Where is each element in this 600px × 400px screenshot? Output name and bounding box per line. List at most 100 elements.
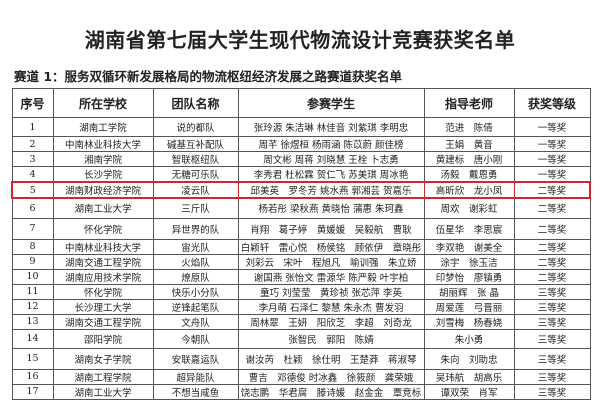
table-row: 6 湖南工业大学 三斤队 杨若彤 梁秋燕 黄晓怡 蒲惠 朱珂鑫 周欢 谢彩虹 二等奖 [11,197,591,219]
award-level-cell: 三等奖 [513,328,591,349]
advisors-cell: 朱小勇 [423,328,515,349]
students-cell: 周林翠 王妍 阳欣芝 李超 刘奇龙 [237,313,425,330]
team-name-cell: 不想当咸鱼 [152,383,239,400]
advisors-cell: 李双艳 谢美全 [423,238,515,255]
team-name-cell: 今朝队 [152,328,239,349]
school-cell: 怀化学院 [52,217,154,240]
row-index-cell: 12 [11,298,54,315]
award-level-cell: 三等奖 [513,298,591,315]
students-cell: 肖翔 葛子婷 黄媛媛 吴毅航 曹耿 [237,217,425,240]
students-cell: 周文彬 周蒋 刘晓慧 王栓 卜志勇 [237,151,425,167]
school-cell: 湖南工业大学 [52,197,154,219]
students-cell: 邱美英 罗冬芳 姚水燕 郭湘芸 贺嘉乐 [237,181,425,199]
team-name-cell: 凌云队 [152,181,239,199]
advisors-cell: 高昕欣 龙小凤 [423,181,515,199]
team-name-cell: 逆锋起笔队 [152,298,239,315]
award-table: 序号 所在学校 团队名称 参赛学生 指导老师 获奖等级 1 湖南工学院 说的都队 张玲… [11,88,591,400]
advisors-cell: 王娟 黄音 [423,136,515,152]
team-name-cell: 碱基互补配队 [152,136,239,152]
advisors-cell: 周爱莲 弓晋丽 [423,298,515,315]
row-index-cell: 8 [11,238,54,255]
advisors-cell: 范进 陈倩 [423,117,515,137]
award-level-cell: 三等奖 [513,283,591,300]
header-award: 获奖等级 [513,88,591,118]
school-cell: 湖南工学院 [52,117,154,137]
header-team: 团队名称 [152,88,239,118]
students-cell: 周芊 徐煜桓 杨雨涵 陈苡蔚 颜佳榜 [237,136,425,152]
table-row: 14 邵阳学院 今朝队 张智民 郭阳 陈婧 朱小勇 三等奖 [11,328,591,349]
team-name-cell: 火焰队 [152,253,239,270]
award-level-cell: 二等奖 [513,253,591,270]
row-index-cell: 6 [11,197,54,219]
table-row: 12 长沙理工大学 逆锋起笔队 李月萌 石泽仁 黎慧 朱永杰 曹发羽 周爱莲 弓晋丽 三等… [11,298,591,315]
table-row: 1 湖南工学院 说的都队 张玲源 朱洁琳 林佳音 刘紫琪 李明忠 范进 陈倩 一等奖 [11,117,591,137]
school-cell: 湖南交通工程学院 [52,313,154,330]
advisors-cell: 黄建标 唐小刚 [423,151,515,167]
school-cell: 湖南应用技术学院 [52,268,154,285]
students-cell: 张智民 郭阳 陈婧 [237,328,425,349]
advisors-cell: 周欢 谢彩虹 [423,197,515,219]
award-level-cell: 一等奖 [513,117,591,137]
students-cell: 白颖轩 雷心悦 杨侯铭 顾依伊 章晓彤 [237,238,425,255]
row-index-cell: 9 [11,253,54,270]
school-cell: 湘南学院 [52,151,154,167]
advisors-cell: 谭双荣 肖军 [423,383,515,400]
row-index-cell: 11 [11,283,54,300]
advisors-cell: 吴玮航 胡高乐 [423,368,515,385]
award-level-cell: 二等奖 [513,238,591,255]
table-row: 8 中南林业科技大学 宙光队 白颖轩 雷心悦 杨侯铭 顾依伊 章晓彤 李双艳 谢美全 二等… [11,238,591,255]
students-cell: 童巧 刘莹莹 黄珍祯 张芯萍 李英 [237,283,425,300]
award-level-cell: 三等奖 [513,313,591,330]
row-index-cell: 1 [11,117,54,137]
school-cell: 长沙学院 [52,166,154,183]
award-level-cell: 二等奖 [513,268,591,285]
table-row: 11 怀化学院 快乐小分队 童巧 刘莹莹 黄珍祯 张芯萍 李英 胡丽辉 张 晶三等奖 [11,283,591,300]
row-index-cell: 14 [11,328,54,349]
school-cell: 湖南财政经济学院 [52,181,154,199]
document-title: 湖南省第七届大学生现代物流设计竞赛获奖名单 [84,28,516,52]
students-cell: 杨若彤 梁秋燕 黄晓怡 蒲惠 朱珂鑫 [237,197,425,219]
award-level-cell: 二等奖 [513,197,591,219]
row-index-cell: 13 [11,313,54,330]
row-index-cell: 16 [11,368,54,385]
table-row: 16 湖南工程学院 超异能队 曹吉 邓德俊 时冰鑫 徐筱颜 龚荣娥 吴玮航 胡高乐 三等奖 [11,368,591,385]
award-level-cell: 三等奖 [513,383,591,400]
school-cell: 中南林业科技大学 [52,238,154,255]
school-cell: 邵阳学院 [52,328,154,349]
school-cell: 湖南交通工程学院 [52,253,154,270]
team-name-cell: 文舟队 [152,313,239,330]
header-index: 序号 [11,88,54,118]
table-row: 10 湖南应用技术学院 燎原队 谢国燕 张怡文 雷源华 陈严毅 叶宇柏 印梦怡 廖镇勇二… [11,268,591,285]
team-name-cell: 安联嘉运队 [152,347,239,370]
award-level-cell: 二等奖 [513,217,591,240]
row-index-cell: 15 [11,347,54,370]
team-name-cell: 智联枢纽队 [152,151,239,167]
header-advisors: 指导老师 [423,88,515,118]
header-students: 参赛学生 [237,88,425,118]
school-cell: 湖南女子学院 [52,347,154,370]
row-index-cell: 4 [11,166,54,183]
award-level-cell: 一等奖 [513,151,591,167]
advisors-cell: 印梦怡 廖镇勇 [423,268,515,285]
team-name-cell: 燎原队 [152,268,239,285]
team-name-cell: 无糖可乐队 [152,166,239,183]
header-school: 所在学校 [52,88,154,118]
table-row: 2 中南林业科技大学 碱基互补配队 周芊 徐煜桓 杨雨涵 陈苡蔚 颜佳榜 王娟 黄音 一等… [11,136,591,152]
advisors-cell: 刘雪梅 杨春娆 [423,313,515,330]
table-header-row: 序号 所在学校 团队名称 参赛学生 指导老师 获奖等级 [11,88,591,118]
school-cell: 长沙理工大学 [52,298,154,315]
students-cell: 曹吉 邓德俊 时冰鑫 徐筱颜 龚荣娥 [237,368,425,385]
award-level-cell: 三等奖 [513,368,591,385]
award-level-cell: 三等奖 [513,347,591,370]
row-index-cell: 5 [11,181,54,199]
students-cell: 饶志鹏 华君腐 滕诗媛 赵金金 覃竞标 [237,383,425,400]
table-row: 17 湖南工业大学 不想当咸鱼 饶志鹏 华君腐 滕诗媛 赵金金 覃竞标 谭双荣 肖军 三等… [11,383,591,400]
row-index-cell: 3 [11,151,54,167]
table-row: 9 湖南交通工程学院 火焰队 刘彩云 宋叶 程旭凡 喻训强 朱立娇 涂宇 徐玉洁 二等奖 [11,253,591,270]
advisors-cell: 伍星华 李思宸 [423,217,515,240]
team-name-cell: 异世界的队 [152,217,239,240]
students-cell: 李月萌 石泽仁 黎慧 朱永杰 曹发羽 [237,298,425,315]
table-row: 7 怀化学院 异世界的队 肖翔 葛子婷 黄媛媛 吴毅航 曹耿 伍星华 李思宸 二等奖 [11,217,591,240]
school-cell: 中南林业科技大学 [52,136,154,152]
advisors-cell: 汤毅 戴恩勇 [423,166,515,183]
